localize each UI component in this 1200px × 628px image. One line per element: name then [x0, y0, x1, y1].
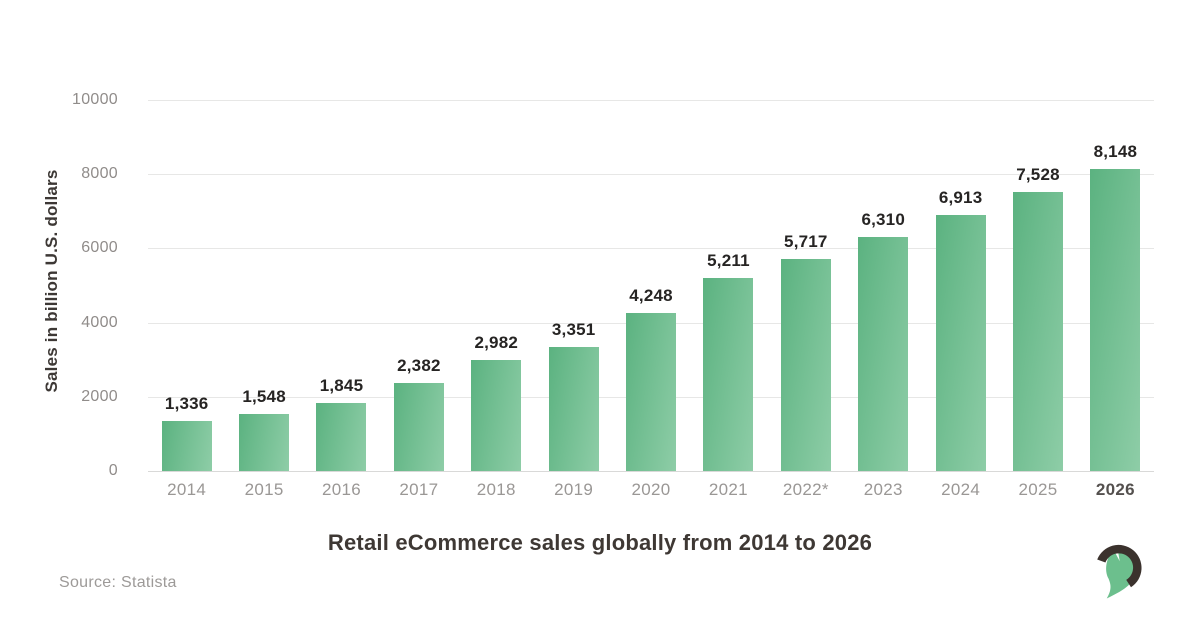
x-axis-label-2022: 2022* [782, 480, 829, 499]
bar-2022 [780, 258, 831, 471]
bar-2019 [548, 346, 599, 471]
bar-2018 [471, 360, 522, 471]
chart-title: Retail eCommerce sales globally from 201… [327, 530, 873, 555]
x-axis-label-2023: 2023 [863, 480, 903, 499]
bar-2016 [316, 402, 367, 471]
spartan-helmet-logo [1097, 544, 1142, 599]
bar-slot-2021: 5,211 2021 [690, 100, 767, 499]
y-tick-label-10000: 10000 [72, 91, 118, 108]
bars-container: 1,336 2014 1,548 2015 1,845 2016 2,382 2017 2,98… [148, 100, 1154, 499]
crest-shape [1097, 544, 1142, 588]
bar-slot-2014: 1,336 2014 [148, 100, 225, 499]
bar-value-label-2022: 5,717 [784, 231, 828, 251]
bar-value-label-2017: 2,382 [397, 355, 441, 375]
x-axis-label-2018: 2018 [476, 480, 516, 499]
bar-2021 [703, 277, 754, 471]
bar-slot-2024: 6,913 2024 [922, 100, 999, 499]
x-axis-label-2025: 2025 [1018, 480, 1058, 499]
bar-slot-2023: 6,310 2023 [845, 100, 922, 499]
bar-2024 [935, 214, 986, 471]
bar-slot-2018: 2,982 2018 [458, 100, 535, 499]
bar-2015 [239, 413, 290, 471]
y-tick-label-0: 0 [108, 462, 118, 479]
source-note: Source: Statista [59, 574, 177, 591]
bar-2025 [1012, 191, 1063, 471]
gridline-8000 [148, 174, 1154, 176]
bar-slot-2016: 1,845 2016 [303, 100, 380, 499]
bar-value-label-2016: 1,845 [319, 375, 364, 395]
bar-slot-2022: 5,717 2022* [767, 100, 844, 499]
y-tick-label-8000: 8000 [81, 165, 118, 183]
x-axis-label-2026: 2026 [1095, 480, 1135, 499]
bar-slot-2020: 4,248 2020 [612, 100, 689, 499]
bar-value-label-2019: 3,351 [551, 319, 596, 339]
bar-slot-2026: 8,148 2026 [1077, 100, 1154, 499]
x-axis-label-2014: 2014 [167, 480, 207, 499]
gridline-0 [148, 471, 1154, 472]
helmet-shape [1106, 545, 1136, 599]
bar-slot-2015: 1,548 2015 [225, 100, 302, 499]
x-axis-label-2017: 2017 [399, 480, 439, 499]
x-axis-label-2015: 2015 [244, 480, 284, 499]
bar-value-label-2014: 1,336 [164, 394, 209, 414]
y-axis-title: Sales in billion U.S. dollars [42, 169, 61, 393]
x-axis-label-2021: 2021 [708, 480, 748, 499]
x-axis-label-2020: 2020 [631, 480, 671, 499]
bar-2014 [161, 421, 212, 471]
bar-2026 [1090, 168, 1141, 471]
gridline-6000 [148, 248, 1154, 250]
y-tick-label-2000: 2000 [81, 387, 118, 405]
bar-value-label-2024: 6,913 [938, 187, 983, 207]
y-tick-label-4000: 4000 [81, 313, 118, 331]
x-axis-label-2016: 2016 [321, 480, 361, 499]
y-tick-label-6000: 6000 [81, 239, 118, 257]
bar-2020 [626, 313, 677, 471]
bar-slot-2017: 2,382 2017 [380, 100, 457, 499]
x-axis-label-2024: 2024 [941, 480, 981, 499]
bar-value-label-2025: 7,528 [1016, 164, 1060, 184]
bar-slot-2025: 7,528 2025 [999, 100, 1076, 499]
bar-2017 [393, 382, 444, 471]
bar-value-label-2021: 5,211 [707, 250, 750, 270]
bar-value-label-2023: 6,310 [861, 209, 905, 229]
x-axis-label-2019: 2019 [554, 480, 594, 499]
bar-slot-2019: 3,351 2019 [535, 100, 612, 499]
gridline-10000 [148, 100, 1154, 101]
bar-value-label-2018: 2,982 [474, 333, 519, 353]
bar-value-label-2026: 8,148 [1093, 141, 1138, 161]
bar-value-label-2020: 4,248 [629, 286, 673, 306]
plot-area: 0 2000 4000 6000 8000 10000 1,336 2014 1,548 2015… [72, 91, 1154, 499]
bar-2023 [858, 236, 909, 471]
bar-value-label-2015: 1,548 [242, 386, 286, 406]
